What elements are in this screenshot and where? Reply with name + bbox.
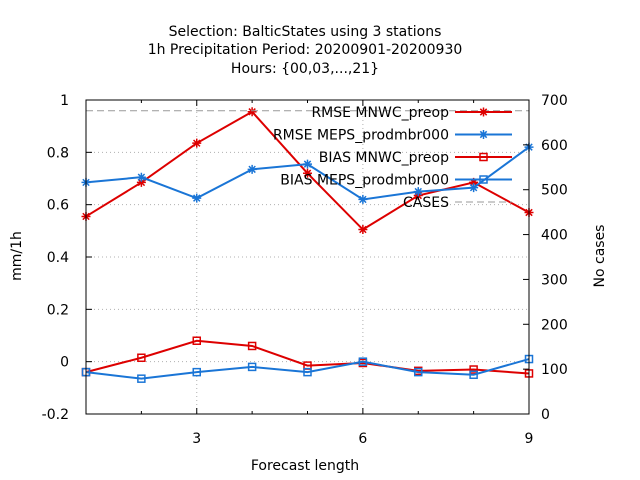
series-line — [85, 358, 530, 380]
x-tick-label: 6 — [358, 431, 367, 447]
legend-marker — [479, 175, 488, 184]
legend-item: BIAS MEPS_prodmbr000 — [280, 173, 512, 189]
data-point — [413, 187, 423, 197]
y2-tick-label: 200 — [541, 317, 568, 333]
data-point — [469, 370, 478, 379]
x-axis-label: Forecast length — [251, 458, 359, 474]
series-layer — [81, 107, 534, 383]
x-tick-label: 9 — [525, 431, 534, 447]
grid — [86, 100, 529, 414]
data-point — [192, 367, 201, 377]
data-point — [137, 374, 146, 383]
y2-tick-label: 0 — [541, 407, 550, 423]
legend-marker — [479, 152, 488, 162]
y-tick-label: 0.4 — [47, 250, 69, 266]
axis-ticks: -0.2 0 0.2 0.4 0.6 0.8 1 0 100 200 300 400 500 600 700… — [42, 93, 568, 447]
legend-marker — [479, 130, 488, 139]
title-line-3: Hours: {00,03,...,21} — [231, 61, 379, 77]
y-axis-label: mm/1h — [9, 231, 25, 281]
y2-tick-label: 100 — [541, 362, 568, 378]
data-point — [469, 365, 478, 374]
data-point — [247, 164, 257, 174]
data-point — [136, 177, 146, 187]
data-point — [303, 168, 312, 178]
data-point — [247, 362, 257, 372]
series-rmse-mnwc-preop — [81, 107, 534, 235]
legend-item: RMSE MNWC_preop — [311, 105, 512, 121]
y-tick-label: 0.6 — [47, 198, 69, 214]
data-point — [414, 367, 423, 377]
legend-marker — [479, 107, 488, 117]
data-point — [136, 172, 146, 182]
data-point — [137, 353, 146, 362]
data-point — [358, 194, 368, 204]
title-line-1: Selection: BalticStates using 3 stations — [169, 24, 442, 40]
y2-tick-label: 300 — [541, 272, 568, 288]
legend-label: BIAS MNWC_preop — [319, 150, 449, 166]
y-tick-label: -0.2 — [42, 407, 69, 423]
data-point — [247, 107, 257, 117]
legend-item: CASES — [403, 195, 512, 211]
data-point — [247, 341, 257, 351]
legend-label: RMSE MEPS_prodmbr000 — [273, 128, 449, 144]
y-tick-label: 1 — [60, 93, 69, 109]
y-tick-label: 0.2 — [47, 302, 69, 318]
legend-label: BIAS MEPS_prodmbr000 — [280, 173, 449, 189]
legend-item: RMSE MEPS_prodmbr000 — [273, 128, 512, 144]
data-point — [192, 138, 202, 148]
legend-label: RMSE MNWC_preop — [311, 105, 449, 121]
y2-tick-label: 700 — [541, 93, 568, 109]
y-tick-label: 0.8 — [47, 145, 69, 161]
x-tick-label: 3 — [192, 431, 201, 447]
data-point — [469, 177, 479, 187]
series-line — [85, 339, 530, 375]
title-line-2: 1h Precipitation Period: 20200901-202009… — [148, 42, 463, 58]
series-bias-meps-prodmbr000 — [81, 354, 534, 383]
data-point — [358, 225, 368, 235]
legend-label: CASES — [403, 195, 449, 211]
y-tick-label: 0 — [60, 355, 69, 371]
y2-tick-label: 400 — [541, 228, 568, 244]
data-point — [192, 193, 202, 203]
data-point — [469, 183, 479, 193]
legend: RMSE MNWC_preop RMSE MEPS_prodmbr000 BIAS … — [273, 105, 512, 211]
chart-title: Selection: BalticStates using 3 stations… — [148, 24, 463, 77]
y2-tick-label: 600 — [541, 138, 568, 154]
data-point — [303, 159, 312, 169]
data-point — [358, 357, 368, 366]
data-point — [303, 367, 312, 377]
series-bias-mnwc-preop — [81, 336, 534, 378]
data-point — [192, 336, 201, 345]
y2-tick-label: 500 — [541, 183, 568, 199]
y2-axis-label: No cases — [592, 225, 608, 288]
legend-item: BIAS MNWC_preop — [319, 150, 512, 166]
